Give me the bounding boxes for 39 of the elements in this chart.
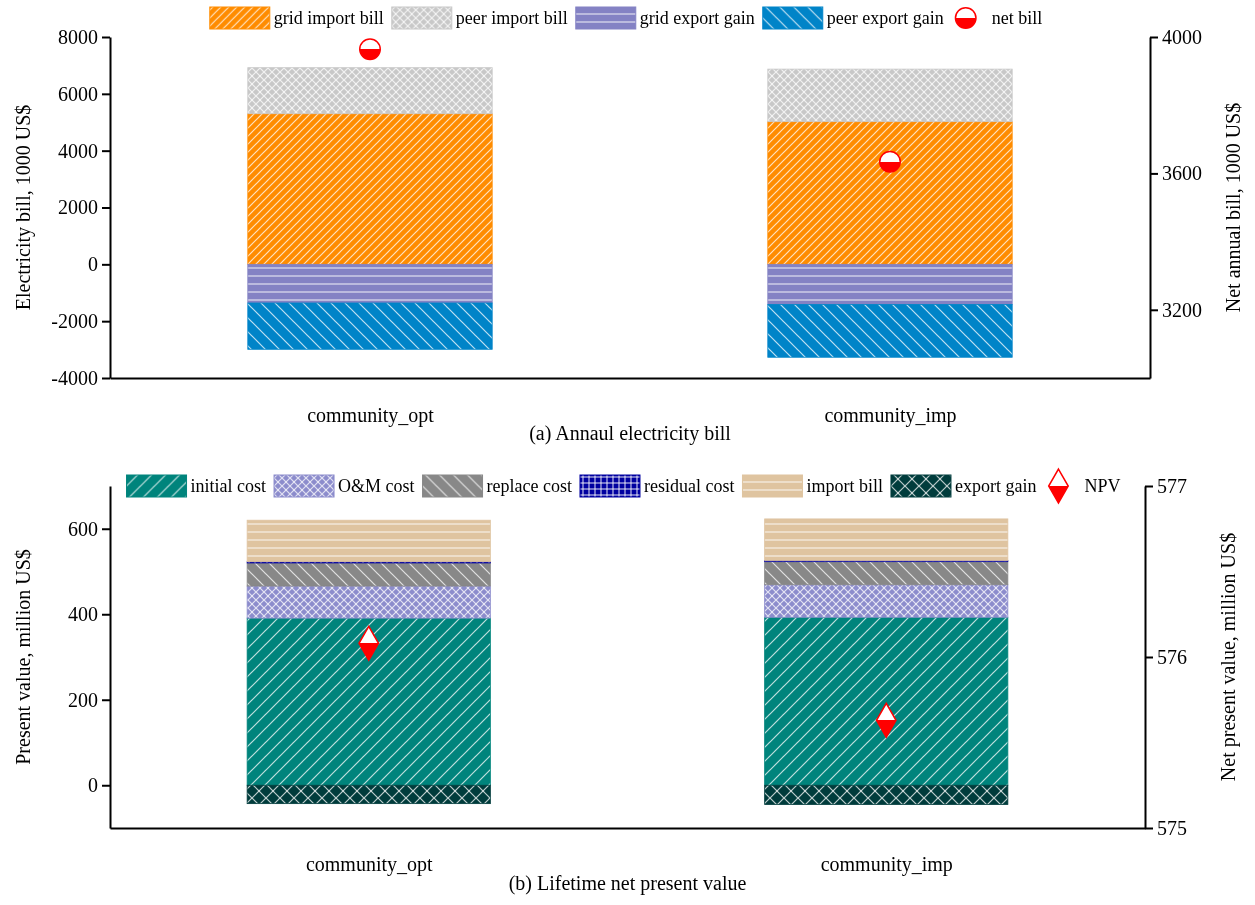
legend-label: grid import bill: [273, 8, 384, 29]
legend-label: replace cost: [486, 476, 572, 497]
x-tick-label: community_imp: [824, 404, 957, 428]
y2-tick-label: 576: [1157, 645, 1187, 668]
y-tick-label: 600: [68, 517, 98, 540]
legend-label: peer export gain: [826, 8, 944, 29]
y2-axis-title: Net present value, million US$: [1217, 532, 1240, 782]
y-tick-label: 0: [88, 774, 98, 797]
y-tick-label: -4000: [51, 366, 98, 389]
legend-label: initial cost: [190, 476, 267, 497]
y-tick-label: 200: [68, 688, 98, 711]
legend-label: import bill: [806, 476, 883, 497]
legend-label: net bill: [991, 8, 1043, 29]
y-tick-label: 4000: [58, 139, 98, 162]
legend-label: NPV: [1084, 476, 1121, 497]
legend-label: O&M cost: [338, 476, 415, 497]
y-tick-label: 8000: [58, 25, 98, 48]
y-tick-label: 2000: [58, 196, 98, 219]
y2-tick-label: 577: [1157, 474, 1187, 497]
y2-tick-label: 3600: [1162, 162, 1202, 185]
y-axis-title: Present value, million US$: [12, 549, 34, 765]
y2-tick-label: 4000: [1162, 25, 1202, 48]
legend-label: peer import bill: [455, 8, 568, 29]
x-tick-label: community_imp: [820, 853, 953, 877]
y-tick-label: -2000: [51, 310, 98, 333]
legend-label: residual cost: [643, 476, 735, 497]
y2-tick-label: 575: [1157, 816, 1187, 839]
text: (b) Lifetime net present value: [508, 872, 747, 895]
y-tick-label: 6000: [58, 82, 98, 105]
x-tick-label: community_opt: [307, 404, 435, 428]
legend-label: export gain: [954, 476, 1037, 497]
y-tick-label: 400: [68, 603, 98, 626]
y-tick-label: 0: [88, 253, 98, 276]
y2-axis-title: Net annual bill, 1000 US$: [1222, 102, 1244, 313]
y-axis-title: Electricity bill, 1000 US$: [12, 104, 35, 311]
legend-label: grid export gain: [639, 8, 755, 29]
x-tick-label: community_opt: [305, 853, 434, 877]
text: (a) Annaul electricity bill: [529, 422, 732, 445]
y2-tick-label: 3200: [1162, 298, 1202, 321]
